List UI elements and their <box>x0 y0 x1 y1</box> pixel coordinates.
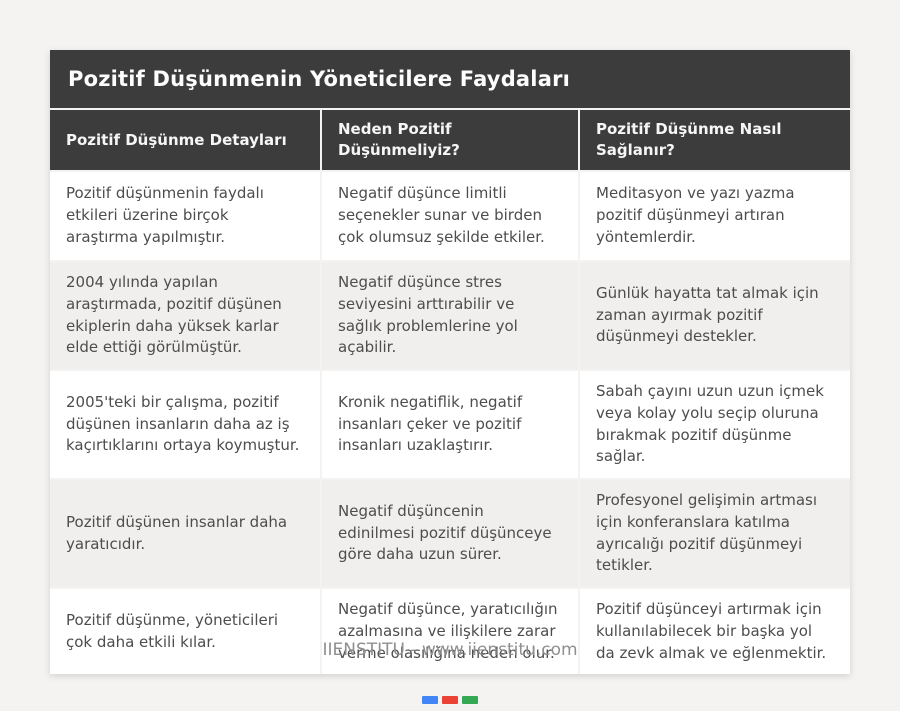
column-header-2: Neden Pozitif Düşünmeliyiz? <box>322 110 578 170</box>
table-cell: Pozitif düşünme, yöneticileri çok daha e… <box>50 589 320 675</box>
column-header-1: Pozitif Düşünme Detayları <box>50 110 320 170</box>
table-cell: Negatif düşünce stres seviyesini arttıra… <box>322 262 578 369</box>
benefits-table-card: Pozitif Düşünmenin Yöneticilere Faydalar… <box>50 50 850 675</box>
table-cell: Pozitif düşünceyi artırmak için kullanıl… <box>580 589 850 675</box>
brand-color-bars <box>422 696 478 704</box>
table-cell: Negatif düşünce, yaratıcılığın azalmasın… <box>322 589 578 675</box>
page-title: Pozitif Düşünmenin Yöneticilere Faydalar… <box>50 50 850 108</box>
table-row: 2004 yılında yapılan araştırmada, poziti… <box>50 262 850 369</box>
table-row: Pozitif düşünme, yöneticileri çok daha e… <box>50 589 850 675</box>
table-row: Pozitif düşünmenin faydalı etkileri üzer… <box>50 172 850 260</box>
table-cell: Meditasyon ve yazı yazma pozitif düşünme… <box>580 172 850 260</box>
table-cell: Pozitif düşünen insanlar daha yaratıcıdı… <box>50 480 320 587</box>
table-cell: Negatif düşüncenin edinilmesi pozitif dü… <box>322 480 578 587</box>
table-cell: 2005'teki bir çalışma, pozitif düşünen i… <box>50 371 320 478</box>
table-cell: Profesyonel gelişimin artması için konfe… <box>580 480 850 587</box>
brand-bar-blue-icon <box>422 696 438 704</box>
table-cell: Pozitif düşünmenin faydalı etkileri üzer… <box>50 172 320 260</box>
table-body: Pozitif düşünmenin faydalı etkileri üzer… <box>50 172 850 675</box>
column-header-3: Pozitif Düşünme Nasıl Sağlanır? <box>580 110 850 170</box>
table-header-row: Pozitif Düşünme Detayları Neden Pozitif D… <box>50 110 850 170</box>
table-cell: Sabah çayını uzun uzun içmek veya kolay … <box>580 371 850 478</box>
table-cell: Negatif düşünce limitli seçenekler sunar… <box>322 172 578 260</box>
table-cell: Kronik negatiflik, negatif insanları çek… <box>322 371 578 478</box>
table-cell: Günlük hayatta tat almak için zaman ayır… <box>580 262 850 369</box>
brand-bar-red-icon <box>442 696 458 704</box>
table-row: 2005'teki bir çalışma, pozitif düşünen i… <box>50 371 850 478</box>
brand-bar-green-icon <box>462 696 478 704</box>
table-row: Pozitif düşünen insanlar daha yaratıcıdı… <box>50 480 850 587</box>
footer-credit: IIENSTITU - www.iienstitu.com <box>322 640 578 660</box>
table-cell: 2004 yılında yapılan araştırmada, poziti… <box>50 262 320 369</box>
